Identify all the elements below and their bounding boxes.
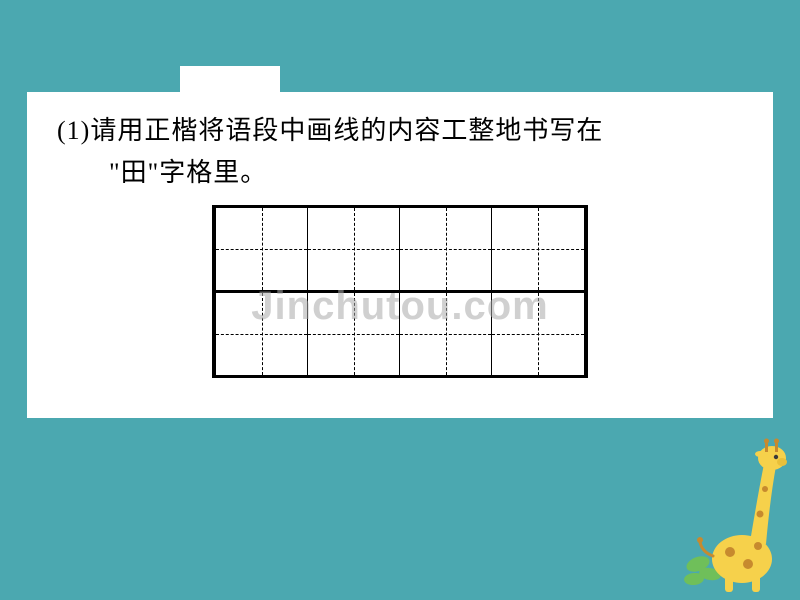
tian-grid — [212, 205, 588, 378]
instruction-line-1: (1)请用正楷将语段中画线的内容工整地书写在 — [57, 110, 743, 152]
grid-cell — [492, 293, 584, 375]
grid-cell — [492, 208, 584, 290]
card-tab — [180, 66, 280, 94]
grid-cell — [216, 208, 308, 290]
grid-row — [216, 293, 584, 375]
instruction-line-2: "田"字格里。 — [57, 152, 743, 194]
grid-cell — [308, 293, 400, 375]
instruction-card: (1)请用正楷将语段中画线的内容工整地书写在 "田"字格里。 — [27, 92, 773, 418]
grid-cell — [308, 208, 400, 290]
grid-cell — [400, 208, 492, 290]
giraffe-icon — [680, 424, 790, 594]
grid-row — [216, 208, 584, 293]
tian-grid-container — [57, 205, 743, 378]
grid-cell — [400, 293, 492, 375]
grid-cell — [216, 293, 308, 375]
